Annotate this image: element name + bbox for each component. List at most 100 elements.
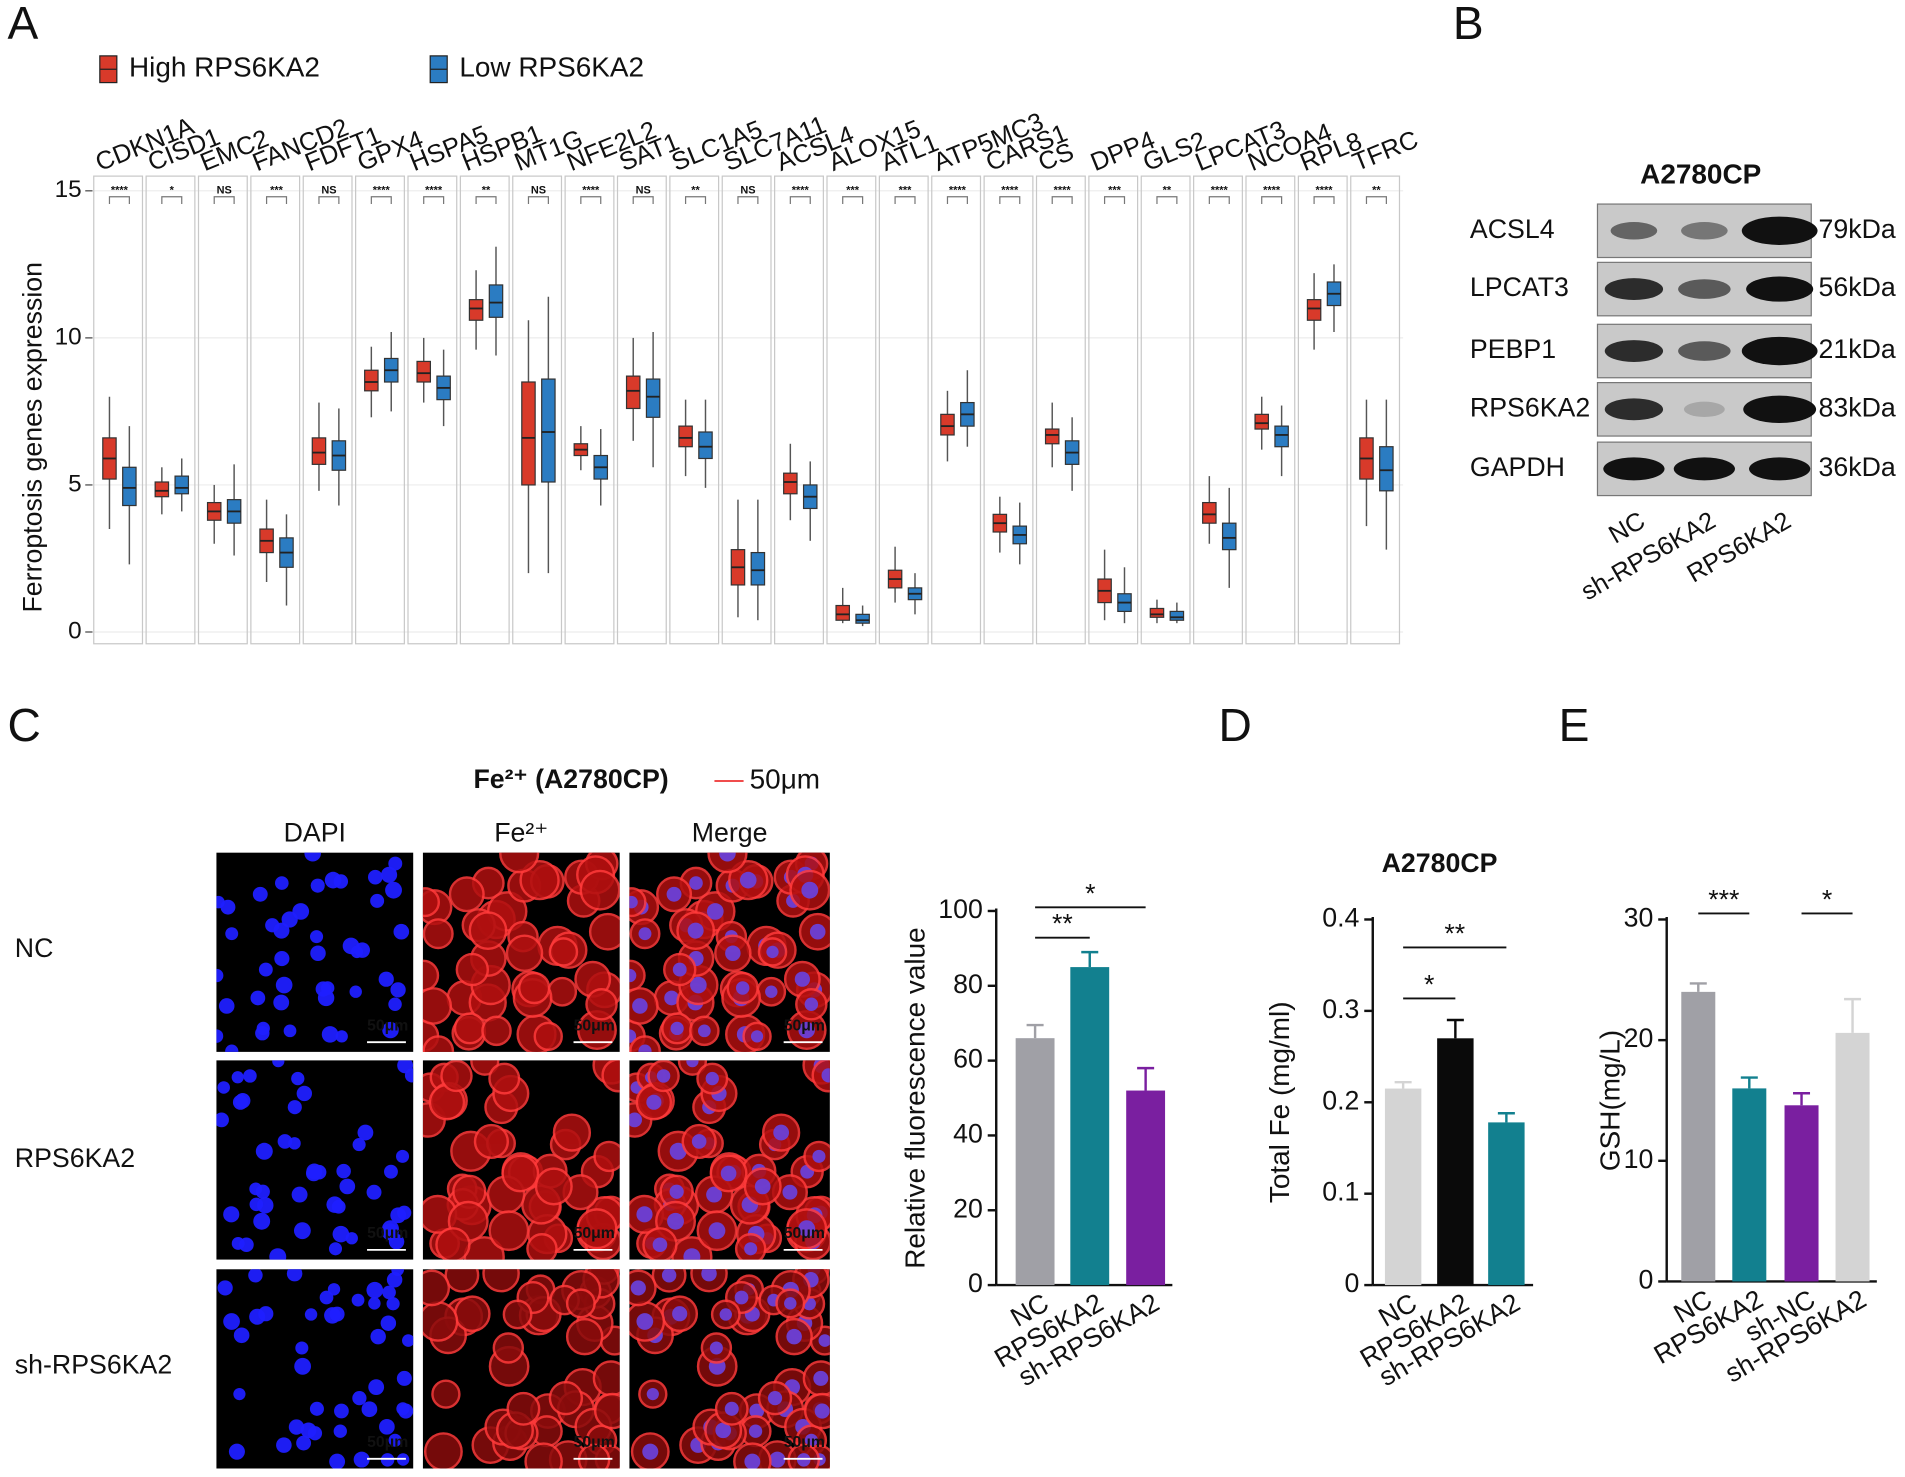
cell-body	[576, 1208, 618, 1250]
y-tick-label: 30	[1624, 903, 1654, 933]
box	[855, 613, 870, 624]
nucleus	[321, 1026, 339, 1043]
cell-body	[811, 1060, 830, 1093]
image-scale-label: 50μm	[784, 1225, 825, 1242]
nucleus	[225, 1044, 239, 1052]
cell-body	[453, 1012, 486, 1045]
chart-title: A2780CP	[1382, 848, 1498, 878]
box	[678, 425, 693, 448]
panel-label: B	[1453, 0, 1484, 49]
cell-body	[524, 1442, 563, 1469]
nucleus	[349, 985, 362, 998]
nucleus	[794, 971, 810, 987]
cells	[422, 852, 620, 1052]
cells	[216, 852, 410, 1052]
box	[1202, 501, 1217, 524]
facet	[669, 175, 720, 645]
significance-bracket	[161, 196, 183, 205]
nucleus	[248, 1269, 263, 1283]
significance-label: ***	[846, 185, 860, 197]
protein-label: GAPDH	[1470, 452, 1565, 482]
panel-label: C	[8, 699, 41, 751]
nucleus	[798, 1021, 815, 1039]
nucleus	[773, 1124, 790, 1141]
cell-body	[422, 918, 454, 950]
nucleus	[646, 1094, 662, 1110]
nucleus	[332, 1225, 350, 1243]
nucleus	[782, 1184, 798, 1200]
cell-body	[435, 1227, 471, 1260]
nucleus	[352, 1391, 367, 1406]
nucleus	[296, 1085, 313, 1102]
y-axis-label: Ferroptosis genes expression	[17, 262, 47, 613]
significance-label: ****	[582, 185, 600, 197]
blot-band	[1678, 279, 1731, 299]
nucleus	[333, 1424, 347, 1438]
significance-label: ****	[111, 185, 129, 197]
nucleus	[382, 1285, 396, 1300]
facet	[1297, 175, 1348, 645]
nucleus	[231, 1071, 244, 1084]
nucleus	[669, 1142, 687, 1160]
cell-body	[501, 1154, 540, 1193]
nucleus	[767, 1391, 783, 1406]
nucleus	[273, 922, 290, 939]
column-label: DAPI	[284, 818, 346, 848]
cell-body	[422, 1035, 455, 1052]
significance-bracket	[318, 196, 340, 205]
box	[645, 378, 661, 418]
box	[541, 378, 556, 483]
size-label: 56kDa	[1819, 272, 1896, 302]
nucleus	[294, 1357, 312, 1375]
nucleus	[304, 1308, 318, 1321]
facet	[826, 175, 877, 645]
nucleus	[310, 945, 326, 962]
significance-bracket	[1103, 196, 1126, 205]
nucleus	[656, 1069, 671, 1083]
box	[311, 437, 327, 465]
cell-body	[440, 1060, 473, 1093]
nucleus	[287, 1100, 302, 1115]
nucleus	[370, 893, 385, 908]
y-tick-label: 80	[953, 969, 983, 999]
cell-body	[422, 987, 453, 1025]
nucleus	[642, 1443, 659, 1460]
box	[1044, 428, 1060, 445]
nucleus	[630, 1280, 646, 1296]
row-label: sh-RPS6KA2	[15, 1350, 172, 1380]
y-axis-label: GSH(mg/L)	[1594, 1030, 1625, 1171]
y-tick-label: 40	[953, 1119, 983, 1149]
blot-band	[1741, 216, 1818, 245]
facet	[250, 175, 301, 645]
blot-band	[1741, 336, 1818, 366]
nucleus	[275, 976, 293, 994]
nucleus	[629, 968, 637, 983]
nucleus	[636, 1313, 654, 1330]
nucleus	[396, 1149, 410, 1163]
nucleus	[218, 998, 235, 1014]
cell-body	[444, 1269, 480, 1293]
nucleus	[786, 1328, 802, 1345]
y-tick-label: 10	[55, 323, 82, 350]
nucleus	[361, 1401, 378, 1418]
nucleus	[367, 869, 383, 885]
cell-body	[422, 887, 441, 918]
nucleus	[233, 1388, 246, 1401]
bar	[1681, 991, 1716, 1282]
significance-label: *	[1085, 878, 1095, 908]
nucleus	[691, 1134, 707, 1149]
nucleus	[629, 1112, 643, 1128]
nucleus	[735, 981, 750, 995]
significance-label: NS	[740, 185, 755, 197]
significance-bracket	[475, 196, 497, 205]
y-tick-label: 0.4	[1322, 903, 1359, 933]
nucleus	[708, 1222, 726, 1240]
nucleus	[706, 903, 724, 920]
bar	[1437, 1038, 1474, 1286]
nucleus	[720, 1165, 737, 1182]
nucleus	[233, 1327, 250, 1344]
significance-label: **	[482, 185, 491, 197]
y-tick-label: 0.3	[1322, 994, 1359, 1024]
panel-label: E	[1559, 699, 1590, 751]
cell-body	[482, 1269, 520, 1293]
